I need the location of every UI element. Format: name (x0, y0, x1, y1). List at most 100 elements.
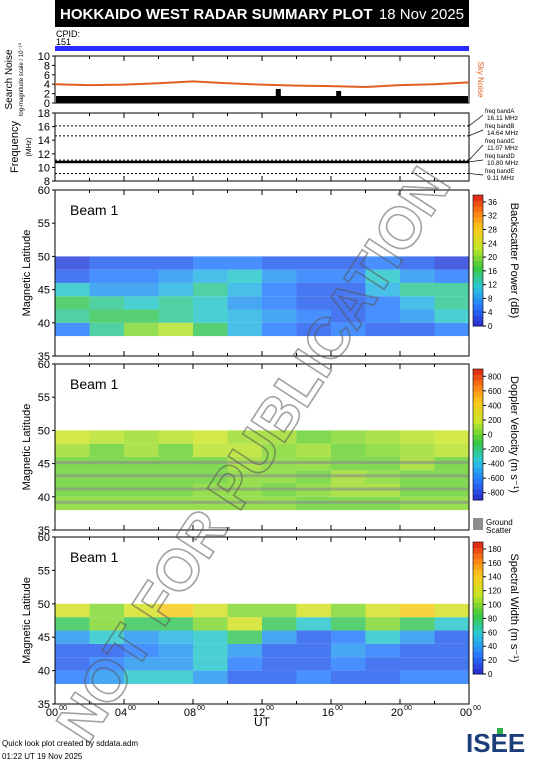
power-colorbar-swatch (473, 309, 483, 316)
velocity-cell (434, 430, 469, 444)
power-colorbar-label: 4 (488, 308, 493, 317)
width-cell (434, 603, 469, 618)
isee-logo: ISEE (466, 728, 525, 758)
width-cell (124, 670, 159, 684)
width-cell (89, 603, 124, 618)
width-cell (434, 617, 469, 631)
power-colorbar-swatch (473, 298, 483, 305)
ground-scatter-band (56, 460, 468, 464)
time-tick-label: 08 (184, 707, 196, 719)
width-cell (158, 643, 193, 658)
freq-ylabel: Frequency (9, 121, 21, 173)
width-cell (331, 630, 366, 644)
width-cell (158, 670, 193, 684)
freq-band-value: 11.07 MHz (487, 145, 518, 152)
width-cell (89, 643, 124, 658)
width-cell (296, 670, 331, 684)
width-cell (124, 603, 159, 618)
velocity-colorbar-label: -800 (488, 489, 505, 498)
velocity-colorbar-title: Doppler Velocity (m s⁻¹) (508, 376, 520, 493)
power-cell (296, 282, 331, 297)
velocity-colorbar-swatch (473, 390, 483, 397)
time-tick-superscript: 00 (266, 705, 274, 712)
width-cell (158, 617, 193, 631)
cpid-value: 151 (56, 37, 71, 47)
time-tick-superscript: 00 (473, 705, 481, 712)
width-cell (400, 643, 435, 658)
velocity-cell (331, 443, 366, 457)
power-colorbar-swatch (473, 238, 483, 245)
velocity-colorbar-swatch (473, 369, 483, 375)
velocity-ylabel: Magnetic Latitude (21, 404, 33, 491)
power-cell (124, 322, 159, 337)
width-colorbar-swatch (473, 564, 483, 570)
power-cell (262, 296, 297, 310)
ground-scatter-band (56, 487, 468, 491)
velocity-colorbar-swatch (473, 478, 483, 485)
noise-ylabel: Search Noise (4, 49, 15, 109)
power-cell (296, 309, 331, 323)
power-cell (124, 269, 159, 283)
width-cell (296, 630, 331, 644)
velocity-colorbar-label: 400 (488, 401, 502, 410)
noise-ytick-label: 4 (44, 79, 50, 91)
power-cell (331, 309, 366, 323)
time-tick-label: 00 (46, 707, 58, 719)
freq-ytick-label: 12 (38, 149, 50, 161)
width-cell (365, 603, 400, 618)
power-colorbar-swatch (473, 249, 483, 256)
power-cell (55, 296, 90, 310)
width-colorbar-swatch (473, 547, 483, 554)
width-cell (89, 670, 124, 684)
width-colorbar-swatch (473, 646, 483, 653)
width-cell (55, 670, 90, 684)
width-cell (400, 603, 435, 618)
power-colorbar-swatch (473, 265, 483, 272)
noise-ytick-label: 10 (38, 51, 50, 63)
freq-ytick-label: 14 (38, 135, 50, 147)
width-colorbar-swatch (473, 558, 483, 565)
power-cell (400, 322, 435, 337)
velocity-cell (296, 443, 331, 457)
velocity-colorbar-label: 0 (488, 431, 493, 440)
velocity-cell (89, 430, 124, 444)
velocity-ytick-label: 35 (38, 525, 50, 537)
width-colorbar-label: 140 (488, 573, 502, 582)
power-cell (331, 322, 366, 337)
freq-band-leader (468, 114, 484, 127)
width-cell (89, 617, 124, 631)
width-cell (434, 630, 469, 644)
time-tick-label: 20 (391, 707, 403, 719)
width-colorbar-swatch (473, 635, 483, 642)
time-tick-label: 04 (115, 707, 127, 719)
power-cell (227, 309, 262, 323)
power-cell (365, 256, 400, 270)
power-colorbar-swatch (473, 205, 483, 212)
power-ytick-label: 40 (38, 318, 50, 330)
power-colorbar-swatch (473, 276, 483, 283)
power-cell (365, 269, 400, 283)
width-cell (193, 657, 228, 671)
width-colorbar-swatch (473, 630, 483, 636)
power-colorbar-swatch (473, 287, 483, 294)
power-cell (331, 269, 366, 283)
isee-logo-text: ISEE (466, 728, 525, 758)
width-cell (158, 630, 193, 644)
velocity-colorbar-swatch (473, 379, 483, 386)
velocity-cell (55, 430, 90, 444)
velocity-cell (124, 430, 159, 444)
power-colorbar-label: 16 (488, 267, 497, 276)
power-cell (158, 269, 193, 283)
power-cell (434, 282, 469, 297)
power-colorbar-swatch (473, 282, 483, 289)
power-cell (158, 309, 193, 323)
power-cell (89, 269, 124, 283)
velocity-colorbar-label: -400 (488, 460, 505, 469)
width-colorbar-swatch (473, 641, 483, 647)
freq-band-value: 14.64 MHz (487, 130, 518, 137)
power-cell (296, 322, 331, 337)
power-cell (193, 322, 228, 337)
velocity-colorbar-swatch (473, 434, 483, 441)
power-cell (193, 256, 228, 270)
power-cell (262, 322, 297, 337)
